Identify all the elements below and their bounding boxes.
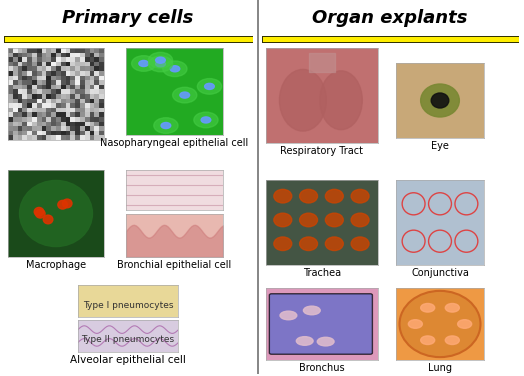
- Circle shape: [399, 291, 481, 357]
- Ellipse shape: [279, 70, 326, 131]
- Circle shape: [351, 237, 369, 250]
- Ellipse shape: [296, 337, 313, 345]
- Circle shape: [43, 215, 53, 224]
- Text: Primary cells: Primary cells: [62, 9, 194, 27]
- Ellipse shape: [172, 87, 197, 103]
- Text: Nasopharyngeal epithelial cell: Nasopharyngeal epithelial cell: [100, 138, 248, 148]
- Circle shape: [325, 213, 343, 227]
- Circle shape: [325, 237, 343, 250]
- Circle shape: [351, 213, 369, 227]
- Ellipse shape: [139, 61, 148, 67]
- Circle shape: [58, 200, 68, 209]
- Ellipse shape: [163, 61, 187, 77]
- Circle shape: [431, 93, 449, 108]
- Circle shape: [19, 180, 92, 247]
- Ellipse shape: [154, 118, 178, 133]
- Ellipse shape: [161, 123, 171, 129]
- Ellipse shape: [320, 71, 362, 130]
- Circle shape: [421, 84, 460, 117]
- Circle shape: [300, 237, 318, 250]
- Text: Type I pneumocytes: Type I pneumocytes: [83, 300, 173, 309]
- Ellipse shape: [421, 336, 435, 344]
- Circle shape: [274, 237, 292, 250]
- Ellipse shape: [408, 320, 422, 328]
- Circle shape: [325, 190, 343, 203]
- Text: Eye: Eye: [431, 141, 449, 151]
- Ellipse shape: [402, 80, 477, 121]
- Ellipse shape: [180, 92, 190, 98]
- Ellipse shape: [204, 83, 214, 89]
- Circle shape: [34, 208, 44, 216]
- Ellipse shape: [148, 56, 173, 72]
- Ellipse shape: [303, 306, 320, 315]
- Ellipse shape: [170, 66, 180, 72]
- Ellipse shape: [132, 56, 156, 71]
- Text: Lung: Lung: [428, 363, 452, 373]
- Ellipse shape: [194, 112, 218, 128]
- Ellipse shape: [198, 79, 222, 94]
- Ellipse shape: [445, 336, 460, 344]
- Text: Bronchial epithelial cell: Bronchial epithelial cell: [117, 260, 231, 270]
- Ellipse shape: [148, 52, 172, 68]
- Ellipse shape: [445, 303, 460, 312]
- Circle shape: [274, 190, 292, 203]
- Circle shape: [62, 199, 72, 208]
- Ellipse shape: [317, 337, 334, 346]
- Ellipse shape: [156, 61, 166, 67]
- Ellipse shape: [457, 320, 472, 328]
- Text: Type II pneumocytes: Type II pneumocytes: [81, 335, 174, 344]
- Text: Organ explants: Organ explants: [312, 9, 468, 27]
- Ellipse shape: [156, 57, 166, 63]
- Text: Respiratory Tract: Respiratory Tract: [280, 146, 364, 156]
- Text: Conjunctiva: Conjunctiva: [411, 268, 469, 278]
- Ellipse shape: [421, 303, 435, 312]
- Circle shape: [351, 190, 369, 203]
- Circle shape: [300, 190, 318, 203]
- Text: Trachea: Trachea: [303, 268, 341, 278]
- FancyBboxPatch shape: [269, 294, 373, 354]
- Ellipse shape: [201, 117, 211, 123]
- Text: Macrophage: Macrophage: [26, 260, 86, 270]
- Circle shape: [274, 213, 292, 227]
- Text: Alveolar epithelial cell: Alveolar epithelial cell: [70, 355, 186, 365]
- Circle shape: [300, 213, 318, 227]
- Circle shape: [36, 209, 45, 218]
- Text: Bronchus: Bronchus: [299, 363, 345, 373]
- Ellipse shape: [280, 311, 297, 320]
